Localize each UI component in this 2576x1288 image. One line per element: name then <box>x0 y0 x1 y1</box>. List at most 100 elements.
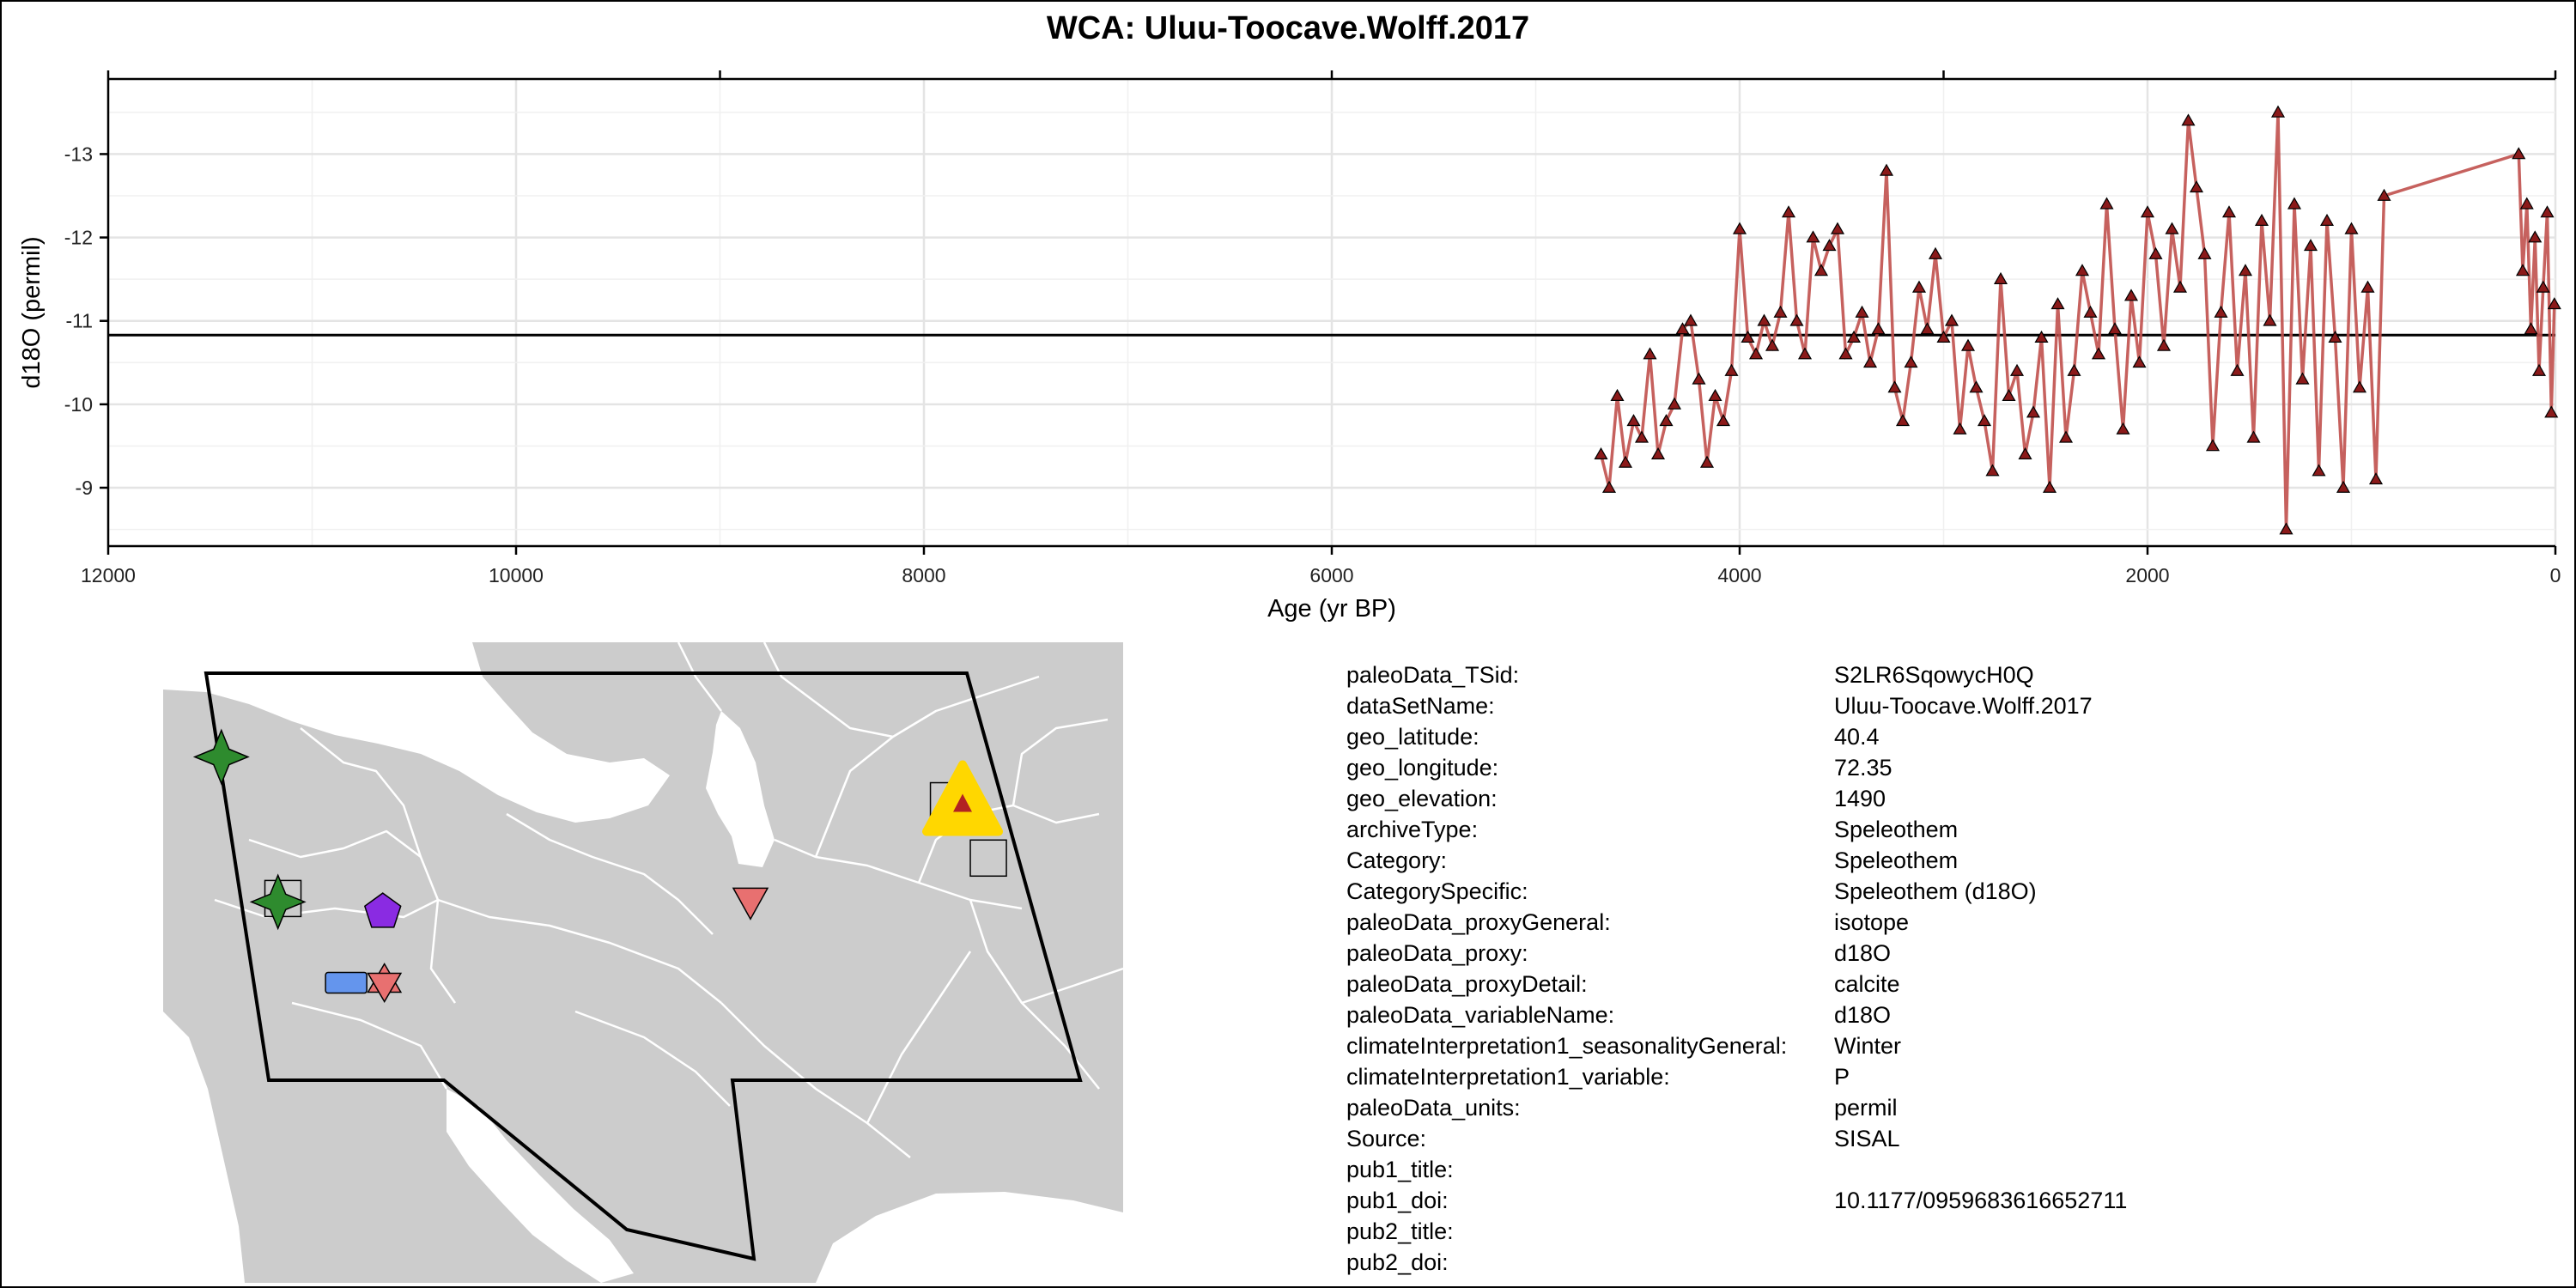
metadata-key: geo_elevation: <box>1346 786 1498 811</box>
data-point-marker <box>2002 388 2016 401</box>
data-point-marker <box>2230 363 2245 376</box>
metadata-value: Speleothem <box>1834 817 1959 842</box>
data-point-marker <box>2368 472 2384 485</box>
data-point-marker <box>1895 414 1911 427</box>
metadata-value: Speleothem (d18O) <box>1834 878 2037 904</box>
metadata-value: Uluu-Toocave.Wolff.2017 <box>1834 693 2093 719</box>
site-marker-green-star <box>192 728 250 786</box>
metadata-key: pub1_title: <box>1346 1157 1454 1182</box>
data-point-marker <box>2091 347 2106 360</box>
x-tick-label: 12000 <box>81 564 136 586</box>
data-point-marker <box>2336 480 2351 493</box>
data-point-marker <box>2512 147 2526 160</box>
axes: 12000 10000 8000 6000 4000 2000 0 -9 -10 -11 -12 -1… <box>64 70 2561 586</box>
data-point-marker <box>1944 313 1959 326</box>
data-point-marker <box>1773 305 1788 318</box>
data-point-marker <box>2295 372 2310 385</box>
data-point-marker <box>2075 264 2090 276</box>
metadata-key: archiveType: <box>1346 817 1479 842</box>
data-point-marker <box>2263 313 2277 326</box>
metadata-key: paleoData_proxy: <box>1346 940 1528 966</box>
metadata-value: permil <box>1834 1095 1898 1121</box>
metadata-key: geo_latitude: <box>1346 724 1479 750</box>
data-point-marker <box>2197 246 2212 259</box>
data-point-marker <box>1879 163 1894 176</box>
site-marker-red-triangle-down <box>732 887 769 920</box>
data-point-marker <box>1683 313 1698 326</box>
data-point-marker <box>2116 422 2130 434</box>
data-point-marker <box>2547 297 2561 310</box>
data-point-marker <box>2344 222 2359 234</box>
data-point-marker <box>2034 330 2049 343</box>
data-point-marker <box>1594 447 1608 459</box>
data-point-marker <box>1911 280 1927 293</box>
data-point-marker <box>1789 313 1804 326</box>
metadata-key: paleoData_units: <box>1346 1095 1521 1121</box>
data-point-marker <box>1732 222 1747 234</box>
data-point-marker <box>2083 305 2098 318</box>
data-point-marker <box>1806 230 1820 243</box>
gulf-area <box>447 1089 634 1283</box>
metadata-key: climateInterpretation1_seasonalityGenera… <box>1346 1033 1788 1059</box>
region-boundary <box>204 671 1083 1261</box>
data-point-marker <box>2189 180 2204 193</box>
data-point-marker <box>1748 347 1764 360</box>
metadata-key: paleoData_variableName: <box>1346 1002 1615 1028</box>
data-point-marker <box>1838 347 1853 360</box>
metadata-value: d18O <box>1834 1002 1892 1028</box>
metadata-value: P <box>1834 1064 1850 1090</box>
data-point-marker <box>1969 380 1984 393</box>
chart-title: WCA: Uluu-Toocave.Wolff.2017 <box>1046 10 1530 46</box>
data-point-marker <box>2360 280 2375 293</box>
data-point-marker <box>1692 372 1706 385</box>
data-point-marker <box>2067 363 2081 376</box>
data-point-marker <box>1936 330 1951 343</box>
x-tick-label: 4000 <box>1717 564 1761 586</box>
data-point-marker <box>1724 363 1739 376</box>
y-axis-title: d18O (permil) <box>18 236 46 388</box>
data-point-marker <box>2287 197 2302 210</box>
metadata-value: calcite <box>1834 971 1900 997</box>
metadata-value: 10.1177/0959683616652711 <box>1834 1188 2128 1213</box>
metadata-value: 1490 <box>1834 786 1886 811</box>
data-point-marker <box>2132 355 2147 368</box>
data-point-marker <box>1741 330 1755 343</box>
data-point-marker <box>1626 414 1641 427</box>
metadata-value: 72.35 <box>1834 755 1893 781</box>
x-tick-label: 6000 <box>1309 564 1353 586</box>
data-point-marker <box>1977 414 1992 427</box>
data-point-marker <box>1814 264 1829 276</box>
y-tick-label: -11 <box>65 310 93 332</box>
data-point-marker <box>2221 205 2237 218</box>
data-point-marker <box>2018 447 2032 459</box>
x-tick-label: 0 <box>2550 564 2561 586</box>
data-point-marker <box>1650 447 1666 459</box>
data-point-marker <box>2328 330 2342 343</box>
metadata-value: S2LR6SqowycH0Q <box>1834 662 2034 688</box>
data-point-marker <box>2165 222 2179 234</box>
metadata-value: Winter <box>1834 1033 1902 1059</box>
metadata-key: climateInterpretation1_variable: <box>1346 1064 1670 1090</box>
metadata-key: pub2_title: <box>1346 1218 1454 1244</box>
data-point-marker <box>2009 363 2025 376</box>
site-marker-highlight-inner <box>953 793 973 812</box>
data-point-marker <box>2099 197 2114 210</box>
data-point-marker <box>2058 430 2074 443</box>
west-sea <box>163 1012 245 1283</box>
data-point-marker <box>1634 430 1649 443</box>
data-point-marker <box>2205 439 2221 452</box>
data-point-marker <box>2536 280 2550 293</box>
map-background <box>163 642 1123 1283</box>
metadata-key: dataSetName: <box>1346 693 1495 719</box>
site-marker-grey-square <box>969 839 1007 878</box>
metadata-value: isotope <box>1834 909 1910 935</box>
data-point-marker <box>2123 289 2139 301</box>
data-point-marker <box>1675 322 1690 335</box>
data-point-marker <box>1797 347 1813 360</box>
data-point-marker <box>1830 222 1845 234</box>
data-point-marker <box>2140 205 2155 218</box>
metadata-value: d18O <box>1834 940 1892 966</box>
site-marker-purple-pentagon <box>363 892 402 928</box>
data-point-marker <box>2181 113 2196 126</box>
data-point-marker <box>1716 414 1731 427</box>
